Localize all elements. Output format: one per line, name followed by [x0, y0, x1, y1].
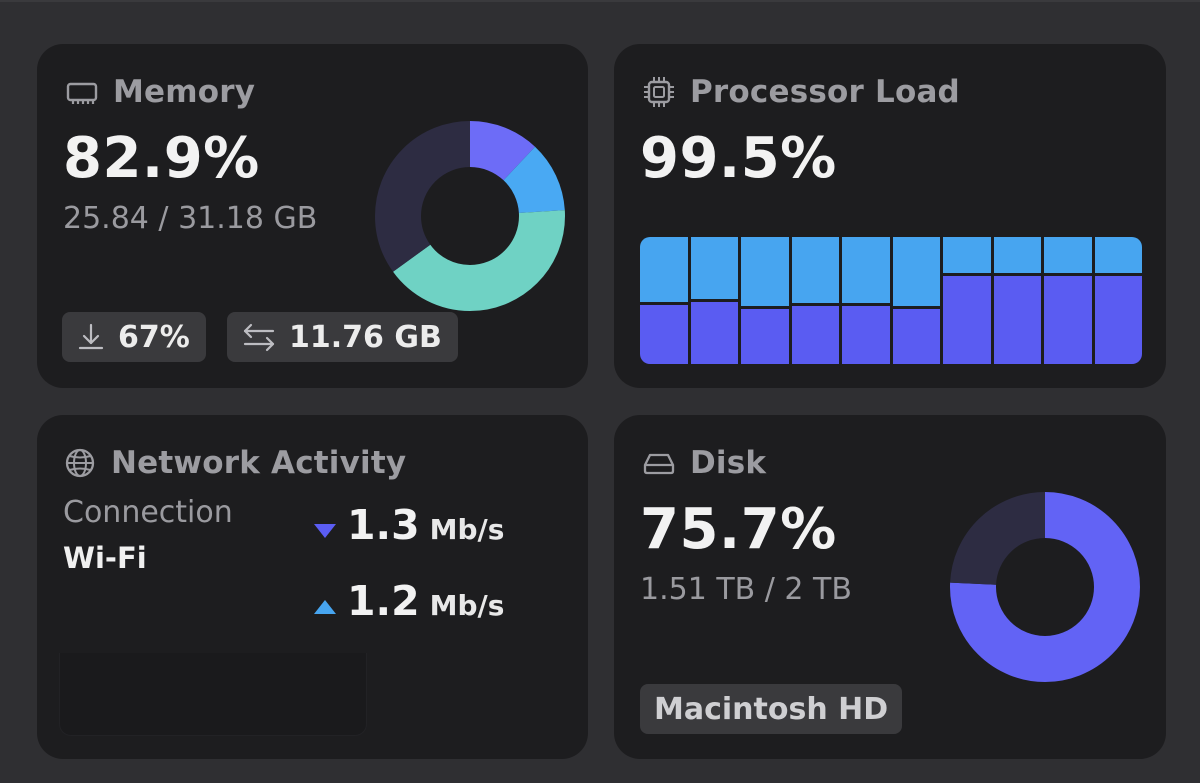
down-triangle-icon — [313, 523, 337, 539]
memory-donut-chart — [375, 121, 565, 311]
cpu-core-10 — [1094, 237, 1142, 364]
download-rate: 1.3 Mb/s — [313, 501, 504, 549]
memory-usage: 25.84 / 31.18 GB — [63, 201, 318, 236]
cpu-core-1-system — [640, 237, 688, 302]
memory-swap-value: 11.76 GB — [289, 319, 442, 355]
cpu-core-bars — [640, 237, 1142, 364]
disk-title: Disk — [690, 445, 767, 481]
cpu-core-7 — [943, 237, 991, 364]
memory-donut-segment-free — [375, 121, 565, 311]
cpu-core-3-user — [741, 308, 789, 364]
network-card[interactable]: Network Activity Connection Wi-Fi 1.3 Mb… — [37, 415, 588, 759]
cpu-core-5 — [842, 237, 890, 364]
disk-donut-segment-free — [950, 492, 1140, 682]
cpu-core-1-user — [640, 304, 688, 364]
processor-card[interactable]: Processor Load 99.5% — [614, 44, 1166, 388]
network-title: Network Activity — [111, 445, 407, 481]
cpu-core-3-system — [741, 237, 789, 306]
cpu-core-6 — [892, 237, 940, 364]
globe-icon — [63, 446, 97, 480]
memory-card[interactable]: Memory 82.9% 25.84 / 31.18 GB 67% — [37, 44, 588, 388]
cpu-core-2-user — [690, 302, 738, 364]
cpu-core-1 — [640, 237, 688, 364]
cpu-core-5-system — [842, 237, 890, 304]
memory-pressure-chip: 67% — [62, 312, 206, 362]
cpu-core-3 — [741, 237, 789, 364]
disk-usage: 1.51 TB / 2 TB — [640, 572, 852, 607]
cpu-core-8 — [993, 237, 1041, 364]
disk-donut-chart — [950, 492, 1140, 682]
download-value: 1.3 — [347, 501, 420, 549]
memory-header: Memory — [65, 74, 255, 110]
connection-label: Connection — [63, 495, 233, 530]
upload-value: 1.2 — [347, 577, 420, 625]
memory-swap-chip: 11.76 GB — [227, 312, 458, 362]
memory-percent: 82.9% — [63, 126, 260, 191]
cpu-core-6-user — [892, 308, 940, 364]
cpu-core-9 — [1044, 237, 1092, 364]
swap-arrows-icon — [241, 322, 277, 352]
cpu-core-2-system — [690, 237, 738, 300]
cpu-core-5-user — [842, 306, 890, 364]
memory-title: Memory — [113, 74, 256, 110]
cpu-core-8-system — [993, 237, 1041, 273]
cpu-core-4 — [791, 237, 839, 364]
upload-unit: Mb/s — [429, 589, 505, 622]
cpu-core-9-system — [1044, 237, 1092, 273]
processor-percent: 99.5% — [640, 126, 837, 191]
download-unit: Mb/s — [429, 513, 505, 546]
disk-header: Disk — [642, 445, 766, 481]
disk-percent: 75.7% — [640, 497, 837, 562]
connection-value: Wi-Fi — [63, 541, 147, 575]
cpu-core-4-user — [791, 306, 839, 364]
cpu-core-7-user — [943, 275, 991, 364]
memory-pressure-value: 67% — [118, 319, 190, 355]
cpu-core-4-system — [791, 237, 839, 304]
cpu-core-2 — [690, 237, 738, 364]
cpu-core-10-system — [1094, 237, 1142, 273]
cpu-chip-icon — [642, 75, 676, 109]
disk-drive-icon — [642, 446, 676, 480]
network-header: Network Activity — [63, 445, 406, 481]
cpu-core-8-user — [993, 275, 1041, 364]
memory-donut-segment-compressed — [375, 121, 565, 311]
upload-rate: 1.2 Mb/s — [313, 577, 504, 625]
cpu-core-7-system — [943, 237, 991, 273]
network-activity-graph — [59, 653, 367, 736]
cpu-core-10-user — [1094, 275, 1142, 364]
up-triangle-icon — [313, 599, 337, 615]
cpu-core-6-system — [892, 237, 940, 306]
processor-title: Processor Load — [690, 74, 960, 110]
cpu-core-9-user — [1044, 275, 1092, 364]
disk-volume-chip[interactable]: Macintosh HD — [640, 684, 903, 734]
disk-card[interactable]: Disk 75.7% 1.51 TB / 2 TB Macintosh HD — [614, 415, 1166, 759]
download-arrow-icon — [76, 322, 106, 352]
disk-volume-name: Macintosh HD — [654, 691, 889, 727]
memory-chip-icon — [65, 75, 99, 109]
processor-header: Processor Load — [642, 74, 960, 110]
